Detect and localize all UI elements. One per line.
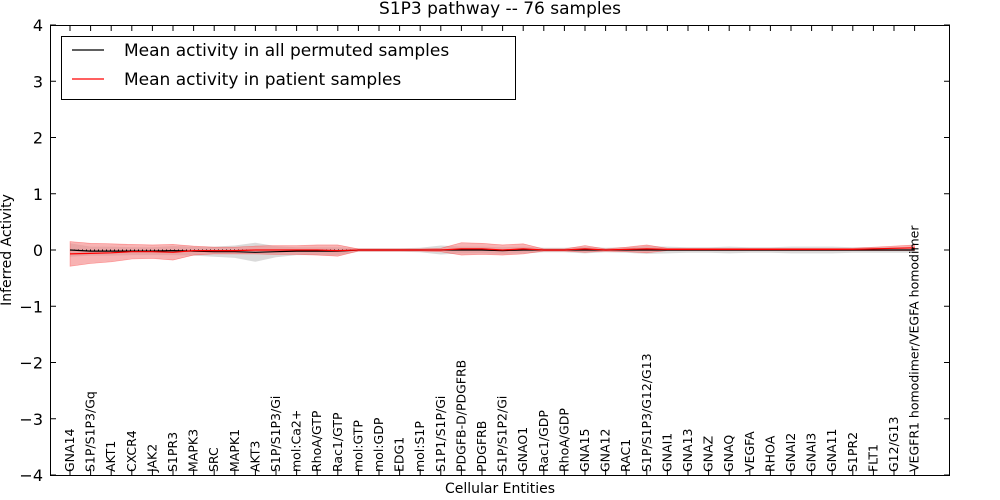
x-tick-label: G12/G13 — [886, 417, 901, 472]
x-tick-label: S1P1/S1P/Gi — [433, 396, 448, 472]
x-tick-label: GNAZ — [701, 436, 716, 472]
x-tick-label: PDGFB-D/PDGFRB — [453, 360, 468, 472]
x-tick-label: GNA13 — [680, 429, 695, 473]
x-tick-label: S1PR2 — [845, 432, 860, 472]
legend-box — [61, 36, 516, 100]
y-tick-label: 1 — [33, 185, 43, 204]
x-axis-label: Cellular Entities — [445, 481, 555, 497]
x-tick-label: AKT3 — [247, 441, 262, 472]
patient-band — [69, 241, 915, 267]
x-tick-label: SRC — [206, 447, 221, 472]
x-tick-label: GNAI1 — [659, 433, 674, 472]
series-lines — [69, 247, 915, 255]
x-tick-label: GNAI3 — [804, 433, 819, 472]
x-tick-label: VEGFA — [742, 431, 757, 472]
x-tick-label: EDG1 — [392, 437, 407, 472]
x-tick-label: Rac1/GTP — [330, 412, 345, 472]
x-tick-label: FLT1 — [865, 444, 880, 472]
x-tick-label: AKT1 — [103, 441, 118, 472]
x-tick-label: JAK2 — [144, 444, 159, 473]
x-tick-label: GNA11 — [824, 429, 839, 473]
y-tick-label: 2 — [33, 129, 43, 148]
x-tick-label: GNAQ — [721, 435, 736, 472]
x-tick-label: GNA14 — [62, 428, 77, 472]
confidence-bands — [69, 241, 915, 267]
x-tick-label: GNA15 — [577, 429, 592, 473]
x-tick-label: S1PR3 — [165, 432, 180, 472]
x-tick-label: GNAI2 — [783, 433, 798, 472]
x-tick-label: PDGFRB — [474, 421, 489, 472]
x-tick-label: S1P/S1P2/Gi — [495, 396, 510, 472]
legend: Mean activity in all permuted samples Me… — [61, 36, 516, 100]
x-tick-label: GNA12 — [598, 429, 613, 473]
x-tick-label: RAC1 — [618, 439, 633, 472]
legend-label-patient: Mean activity in patient samples — [124, 70, 401, 90]
x-tick-label: mol:Ca2+ — [289, 410, 304, 472]
x-tick-label: S1P/S1P3/Gq — [83, 391, 98, 472]
patient-mean-line — [69, 247, 915, 255]
x-tick-label: S1P/S1P3/Gi — [268, 396, 283, 472]
y-tick-label: 0 — [33, 241, 43, 260]
x-tick-label: CXCR4 — [124, 430, 139, 472]
plot-frame — [50, 25, 950, 476]
y-tick-label: 4 — [33, 16, 43, 35]
y-tick-label: −1 — [19, 297, 43, 316]
x-tick-label: RhoA/GDP — [556, 408, 571, 472]
y-tick-label: −3 — [19, 410, 43, 429]
legend-label-permuted: Mean activity in all permuted samples — [124, 41, 449, 61]
x-tick-label: MAPK1 — [227, 429, 242, 472]
x-tick-label: VEGFR1 homodimer/VEGFA homodimer — [907, 225, 922, 472]
y-tick-label: 3 — [33, 72, 43, 91]
x-axis-ticks: GNA14 S1P/S1P3/Gq AKT1 CXCR4 JAK2 S1PR3 MAPK3 S… — [62, 25, 922, 475]
x-tick-label: S1P/S1P3/G12/G13 — [639, 353, 654, 472]
x-tick-label: RHOA — [762, 435, 777, 472]
x-tick-label: RhoA/GTP — [309, 410, 324, 472]
x-tick-label: mol:S1P — [412, 421, 427, 472]
chart-title: S1P3 pathway -- 76 samples — [379, 0, 621, 19]
x-tick-label: GNAO1 — [515, 427, 530, 472]
x-tick-label: mol:GDP — [371, 417, 386, 472]
y-axis-label: Inferred Activity — [0, 194, 15, 306]
y-tick-label: −2 — [19, 354, 43, 373]
x-tick-label: mol:GTP — [350, 420, 365, 472]
x-tick-label: MAPK3 — [186, 429, 201, 472]
x-tick-label: Rac1/GDP — [536, 410, 551, 472]
y-tick-label: −4 — [19, 466, 43, 485]
